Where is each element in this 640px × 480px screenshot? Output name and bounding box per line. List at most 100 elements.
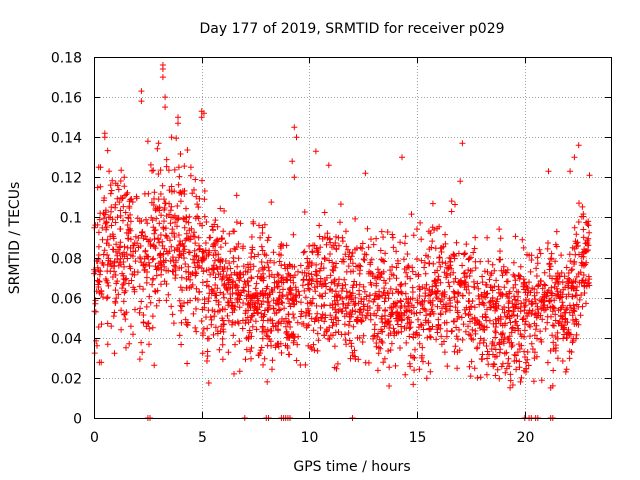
data-point <box>581 290 588 296</box>
data-point <box>361 257 368 264</box>
data-point <box>175 120 181 127</box>
data-point <box>129 271 136 278</box>
data-point <box>511 351 518 358</box>
data-point <box>364 303 371 310</box>
x-tick-label: 20 <box>517 430 535 446</box>
data-point <box>373 235 380 242</box>
data-point <box>571 154 578 161</box>
data-point <box>157 191 164 197</box>
data-point <box>351 353 358 360</box>
data-point <box>569 337 576 344</box>
data-point <box>143 323 150 330</box>
data-point <box>121 289 128 296</box>
data-point <box>580 272 587 278</box>
data-point <box>240 300 247 306</box>
data-point <box>120 203 127 210</box>
data-point <box>389 263 396 270</box>
data-point <box>549 332 556 339</box>
data-point <box>104 252 111 258</box>
x-tick-label: 0 <box>90 430 99 446</box>
data-point <box>427 326 434 333</box>
data-point <box>263 332 270 339</box>
data-point <box>580 234 587 241</box>
data-point <box>110 235 117 242</box>
data-point <box>169 268 176 275</box>
data-point <box>378 326 384 333</box>
y-axis-label: SRMTID / TECUs <box>7 182 23 295</box>
data-point <box>264 283 271 290</box>
data-point <box>558 304 565 311</box>
data-point <box>355 300 362 307</box>
data-point <box>115 262 122 269</box>
data-point <box>270 249 277 256</box>
data-point <box>104 147 111 154</box>
data-point <box>335 242 342 249</box>
data-point <box>484 268 491 275</box>
data-point <box>258 259 265 265</box>
data-point <box>287 273 294 279</box>
data-point <box>534 335 540 342</box>
data-point <box>412 346 418 353</box>
data-point <box>323 241 330 248</box>
data-point <box>149 217 156 224</box>
data-point <box>134 269 141 276</box>
data-point <box>276 258 283 265</box>
data-point <box>161 218 167 225</box>
data-point <box>151 288 158 294</box>
data-point <box>429 224 436 231</box>
data-point <box>360 332 367 339</box>
data-point <box>586 229 593 236</box>
data-point <box>526 279 532 286</box>
data-point <box>259 335 266 342</box>
data-point <box>507 377 514 384</box>
data-point <box>329 259 336 266</box>
data-point <box>571 224 578 231</box>
data-point <box>182 316 189 323</box>
data-point <box>238 289 245 296</box>
data-point <box>221 294 227 301</box>
data-point <box>554 288 561 295</box>
data-point <box>200 110 207 117</box>
data-point <box>339 285 346 292</box>
data-point <box>316 222 323 229</box>
data-point <box>128 196 135 202</box>
data-point <box>150 255 157 262</box>
data-point <box>510 259 517 266</box>
data-point <box>260 298 267 305</box>
data-point <box>321 255 328 261</box>
data-point <box>242 307 249 314</box>
data-point <box>306 286 313 293</box>
data-point <box>304 265 310 272</box>
data-point <box>359 312 366 319</box>
data-point <box>468 358 475 365</box>
y-tick-label: 0.06 <box>51 292 82 308</box>
data-point <box>511 273 518 280</box>
data-point <box>260 277 267 284</box>
data-point <box>115 291 122 298</box>
data-point <box>99 236 106 243</box>
data-point <box>147 299 154 306</box>
data-point <box>384 229 391 235</box>
data-point <box>161 205 168 211</box>
data-point <box>181 163 188 170</box>
data-point <box>437 263 444 270</box>
data-point <box>410 304 417 311</box>
data-point <box>427 368 434 375</box>
data-point <box>503 314 509 320</box>
data-point <box>546 273 553 279</box>
data-point <box>230 278 237 285</box>
data-point <box>349 260 356 267</box>
data-point <box>342 281 349 288</box>
data-point <box>414 256 420 263</box>
data-point <box>304 281 311 288</box>
data-point <box>493 305 500 312</box>
data-point <box>356 291 363 298</box>
data-point <box>219 356 226 363</box>
data-point <box>350 268 357 275</box>
data-point <box>573 273 580 280</box>
data-point <box>130 331 136 338</box>
data-point <box>512 233 519 240</box>
data-point <box>140 262 147 269</box>
data-point <box>381 298 388 305</box>
data-point <box>472 327 479 334</box>
